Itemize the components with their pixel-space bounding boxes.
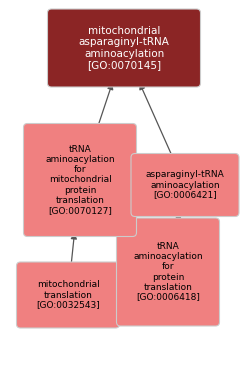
Text: tRNA
aminoacylation
for
mitochondrial
protein
translation
[GO:0070127]: tRNA aminoacylation for mitochondrial pr… [45,145,115,215]
FancyBboxPatch shape [17,262,120,328]
Text: mitochondrial
translation
[GO:0032543]: mitochondrial translation [GO:0032543] [36,280,100,309]
FancyBboxPatch shape [117,218,220,326]
FancyBboxPatch shape [47,9,201,87]
FancyBboxPatch shape [131,153,239,217]
Text: asparaginyl-tRNA
aminoacylation
[GO:0006421]: asparaginyl-tRNA aminoacylation [GO:0006… [146,170,224,200]
Text: tRNA
aminoacylation
for
protein
translation
[GO:0006418]: tRNA aminoacylation for protein translat… [133,242,203,302]
Text: mitochondrial
asparaginyl-tRNA
aminoacylation
[GO:0070145]: mitochondrial asparaginyl-tRNA aminoacyl… [79,26,169,70]
FancyBboxPatch shape [23,124,137,236]
